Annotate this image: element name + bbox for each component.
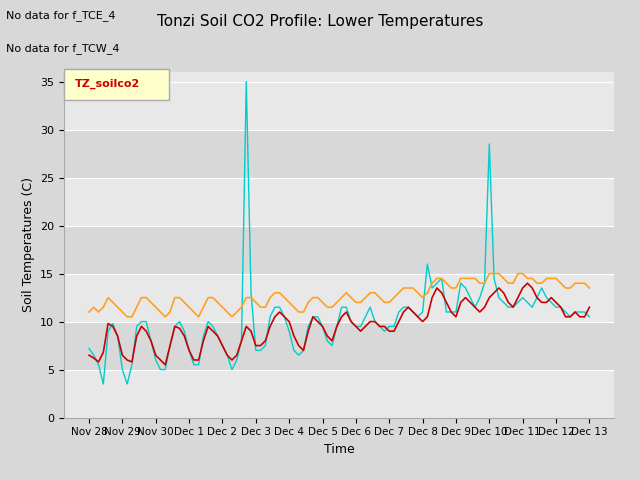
Bar <box>64 178 614 226</box>
X-axis label: Time: Time <box>324 443 355 456</box>
Bar <box>64 82 614 130</box>
Text: No data for f_TCE_4: No data for f_TCE_4 <box>6 10 116 21</box>
Text: Tonzi Soil CO2 Profile: Lower Temperatures: Tonzi Soil CO2 Profile: Lower Temperatur… <box>157 14 483 29</box>
Bar <box>64 322 614 370</box>
Bar <box>64 274 614 322</box>
Y-axis label: Soil Temperatures (C): Soil Temperatures (C) <box>22 177 35 312</box>
FancyBboxPatch shape <box>64 69 168 100</box>
Bar <box>64 130 614 178</box>
Text: TZ_soilco2: TZ_soilco2 <box>75 79 140 89</box>
Bar <box>64 226 614 274</box>
Text: No data for f_TCW_4: No data for f_TCW_4 <box>6 43 120 54</box>
Bar <box>64 370 614 418</box>
